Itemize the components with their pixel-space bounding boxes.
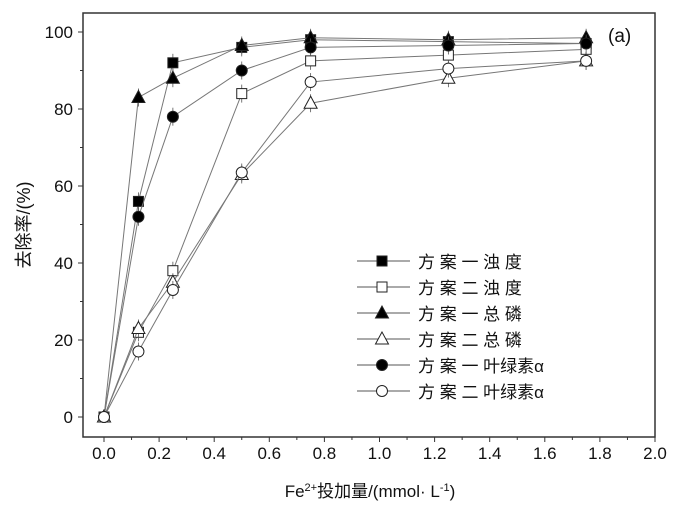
legend-marker — [376, 385, 388, 397]
data-point — [236, 88, 248, 100]
y-tick-label: 100 — [45, 23, 73, 42]
legend-marker — [376, 359, 388, 371]
data-point — [303, 95, 318, 109]
x-axis-label: Fe2+投加量/(mmol· L-1) — [285, 482, 456, 501]
data-point — [98, 411, 110, 423]
y-tick-label: 60 — [54, 177, 73, 196]
data-point — [132, 210, 145, 223]
legend-marker — [374, 304, 390, 319]
data-point — [442, 39, 455, 52]
data-point — [580, 54, 593, 67]
legend-label: 方 案 二 叶绿素α — [418, 383, 544, 402]
data-point — [166, 110, 179, 123]
x-tick-label: 0.4 — [202, 444, 226, 463]
y-axis-label: 去除率/(%) — [14, 182, 34, 269]
x-tick-label: 1.8 — [588, 444, 612, 463]
x-tick-label: 1.0 — [368, 444, 392, 463]
data-point — [235, 166, 248, 179]
x-tick-label: 2.0 — [643, 444, 667, 463]
data-point — [305, 55, 317, 67]
legend-label: 方 案 一 浊 度 — [418, 253, 522, 272]
legend-label: 方 案 一 总 磷 — [418, 305, 522, 324]
y-tick-label: 80 — [54, 100, 73, 119]
x-tick-label: 0.6 — [257, 444, 281, 463]
x-tick-label: 0.8 — [313, 444, 337, 463]
data-point — [131, 89, 146, 103]
panel-label: (a) — [608, 26, 631, 47]
x-tick-label: 1.4 — [478, 444, 502, 463]
data-point — [132, 345, 145, 358]
legend-marker — [376, 281, 388, 293]
legend-label: 方 案 二 总 磷 — [418, 331, 522, 350]
y-tick-label: 0 — [64, 408, 73, 427]
legend-marker — [376, 255, 388, 267]
legend-label: 方 案 一 叶绿素α — [418, 357, 544, 376]
data-point — [304, 41, 317, 54]
legend-marker — [374, 330, 390, 345]
data-point — [167, 57, 179, 69]
legend-label: 方 案 二 浊 度 — [418, 279, 522, 298]
y-tick-label: 40 — [54, 254, 73, 273]
data-point — [442, 62, 455, 75]
data-point — [132, 195, 144, 207]
x-tick-label: 0.0 — [92, 444, 116, 463]
data-point — [234, 37, 250, 51]
data-point — [304, 76, 317, 89]
data-point — [131, 320, 146, 334]
data-point — [166, 283, 179, 296]
data-point — [235, 64, 248, 77]
data-point — [580, 37, 593, 50]
x-tick-label: 0.2 — [147, 444, 171, 463]
x-tick-label: 1.2 — [423, 444, 447, 463]
y-tick-label: 20 — [54, 331, 73, 350]
x-tick-label: 1.6 — [533, 444, 557, 463]
data-point — [165, 70, 181, 84]
